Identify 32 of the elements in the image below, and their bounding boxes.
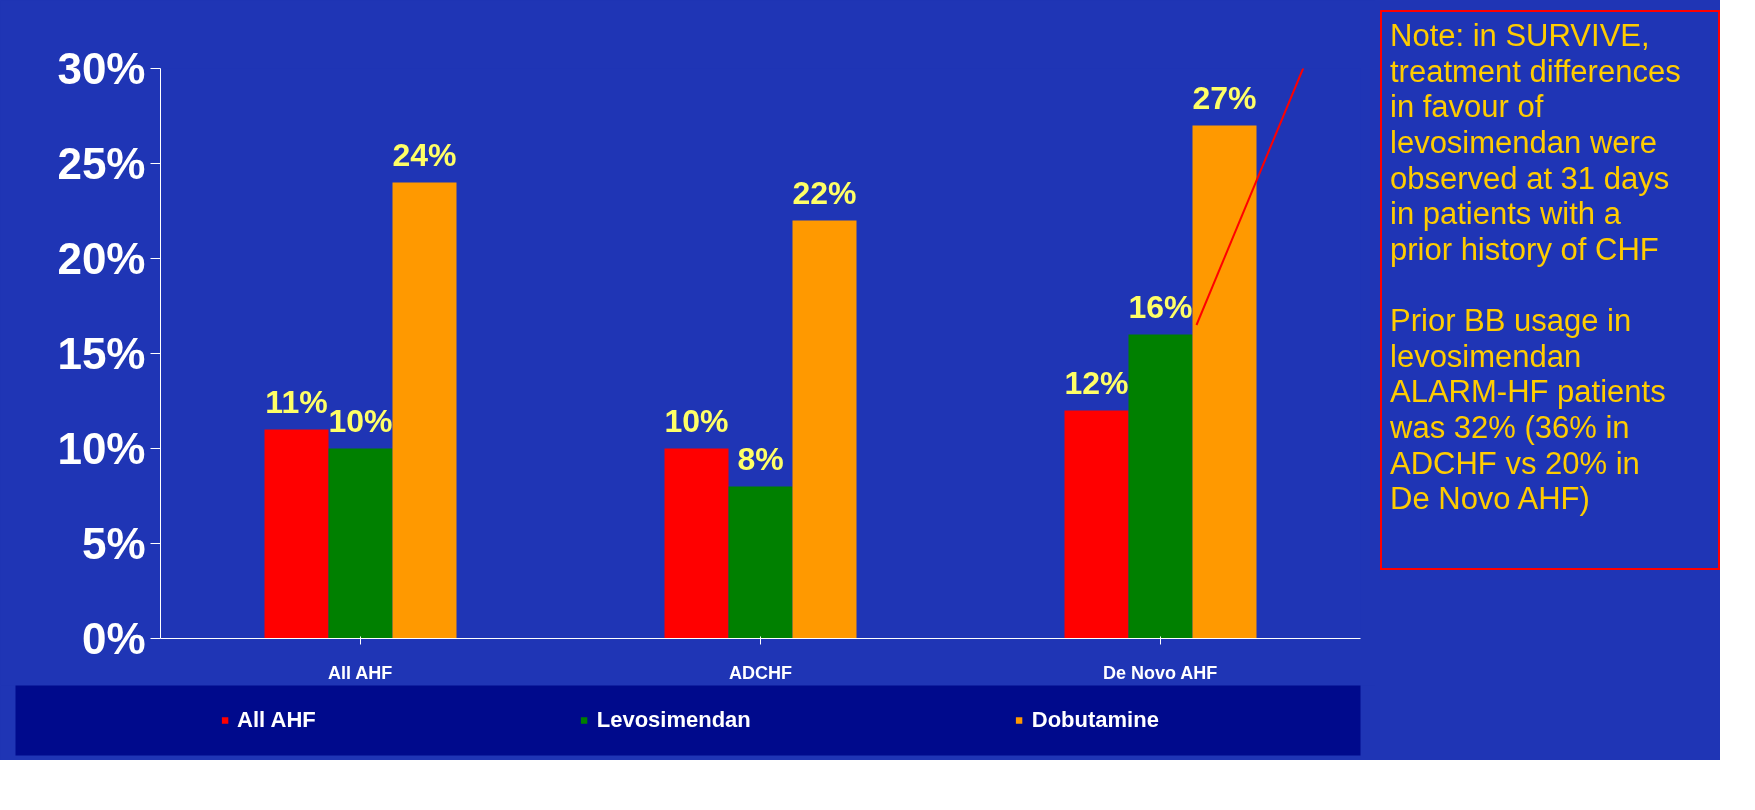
- x-tick-label: All AHF: [328, 662, 393, 683]
- data-label: 11%: [265, 383, 328, 420]
- data-label: 24%: [392, 136, 457, 173]
- legend-label: Levosimendan: [596, 707, 751, 733]
- data-label: 8%: [737, 440, 784, 477]
- y-tick-label: 30%: [57, 44, 146, 93]
- bar: [1192, 125, 1257, 639]
- bar: [328, 448, 393, 639]
- bar: [1064, 410, 1129, 639]
- text: Note: in SURVIVE, treatment differences in favour of levosimendan were observed at 31 days in patients with a prior history of CHF Prior BB usage in levosimendan ALARM-HF patients was 32% (36% in ADCHF vs 20% in De Novo AHF): [1390, 18, 1681, 517]
- bar: [1128, 334, 1193, 639]
- y-tick-label: 15%: [57, 329, 146, 378]
- data-label: 12%: [1064, 364, 1129, 401]
- x-tick-label: ADCHF: [729, 662, 792, 683]
- y-tick-label: 10%: [57, 424, 146, 473]
- x-tick-label: De Novo AHF: [1103, 662, 1218, 683]
- y-tick-label: 0%: [81, 614, 146, 663]
- legend-label: All AHF: [237, 707, 316, 733]
- data-label: 27%: [1192, 79, 1257, 116]
- bar: [792, 220, 857, 639]
- bar: [664, 448, 729, 639]
- data-label: 16%: [1128, 288, 1193, 325]
- bar: [728, 486, 793, 639]
- y-tick-label: 25%: [57, 139, 146, 188]
- legend-label: Dobutamine: [1031, 707, 1159, 733]
- data-label: 10%: [664, 402, 729, 439]
- bar: [392, 182, 457, 639]
- y-tick-label: 5%: [81, 519, 146, 568]
- bar: [264, 429, 329, 639]
- data-label: 22%: [792, 174, 857, 211]
- y-tick-label: 20%: [57, 234, 146, 283]
- data-label: 10%: [328, 402, 393, 439]
